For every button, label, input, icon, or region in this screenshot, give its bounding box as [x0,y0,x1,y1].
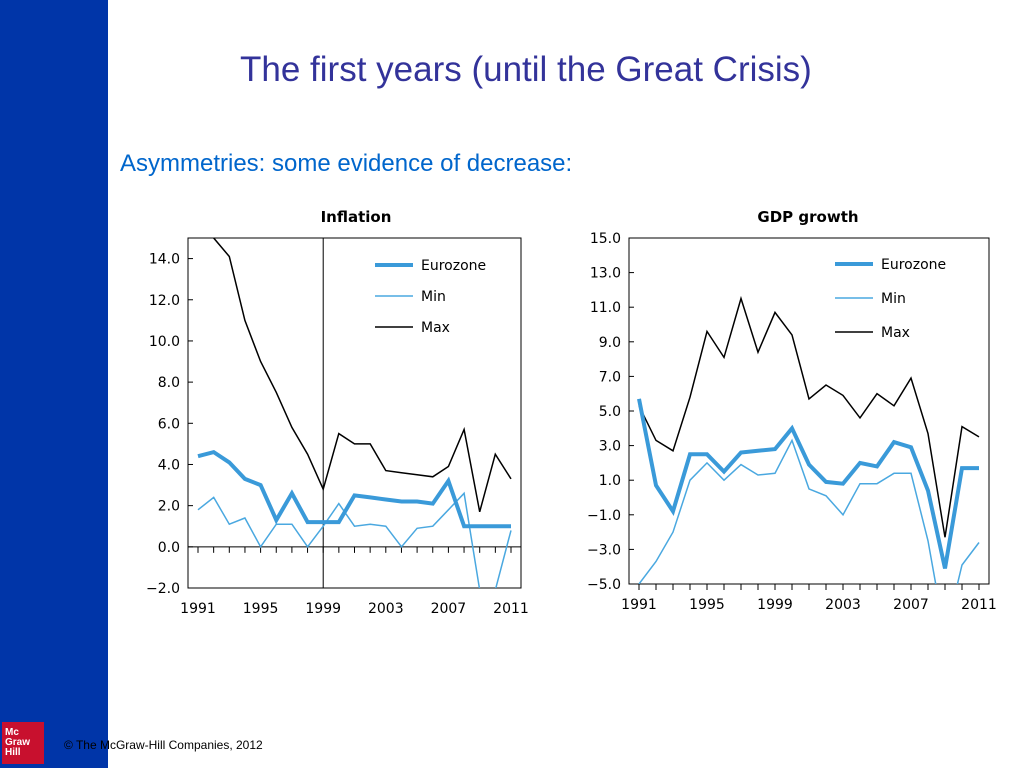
series-line-eurozone [637,398,979,569]
series-group [197,238,512,588]
series-line-min [638,438,980,584]
y-tick-label: 15.0 [590,231,621,247]
y-tick-label: 10.0 [149,334,180,350]
legend-label-max: Max [421,320,450,336]
legend-label-max: Max [881,325,910,341]
y-tick-label: −2.0 [146,581,180,597]
x-tick-label: 1995 [689,597,725,613]
y-tick-label: −3.0 [587,542,621,558]
y-tick-label: −1.0 [587,508,621,524]
legend-label-eurozone: Eurozone [421,258,486,274]
x-tick-label: 1991 [621,597,657,613]
y-tick-label: 8.0 [158,375,180,391]
x-tick-label: 1999 [757,597,793,613]
x-tick-label: 1995 [243,601,279,617]
series-line-min [197,491,512,588]
legend-label-min: Min [881,291,906,307]
x-tick-label: 2007 [431,601,467,617]
y-tick-label: 14.0 [149,252,180,268]
sidebar-band [0,0,108,768]
legend-label-eurozone: Eurozone [881,257,946,273]
y-tick-label: 0.0 [158,540,180,556]
x-tick-label: 2011 [961,597,997,613]
y-tick-label: 12.0 [149,293,180,309]
y-tick-label: 1.0 [599,473,621,489]
x-tick-label: 2011 [493,601,529,617]
x-tick-label: 1991 [180,601,216,617]
y-tick-label: 6.0 [158,416,180,432]
x-tick-label: 2003 [368,601,404,617]
y-tick-label: 7.0 [599,369,621,385]
y-tick-label: 4.0 [158,457,180,473]
inflation-chart: Inflation −2.0 0.0 2.0 4.0 6.0 8.0 10.0 12.0 14.0… [146,208,529,617]
y-tick-label: 13.0 [590,266,621,282]
plot-frame [187,237,522,589]
y-tick-label: 5.0 [599,404,621,420]
copyright-text: © The McGraw-Hill Companies, 2012 [64,738,263,752]
plot-frame [628,237,990,585]
legend-label-min: Min [421,289,446,305]
chart-title: Inflation [321,208,392,226]
series-line-max [212,238,512,512]
gdp-growth-chart: GDP growth −5.0 −3.0 −1.0 1.0 3.0 5.0 7.0 9.0 11.… [587,208,997,613]
series-group [637,295,980,584]
mcgraw-hill-logo: Mc Graw Hill [2,722,44,764]
x-tick-label: 1999 [305,601,341,617]
x-tick-label: 2007 [893,597,929,613]
y-tick-label: 2.0 [158,499,180,515]
y-tick-label: 3.0 [599,439,621,455]
y-tick-label: 9.0 [599,335,621,351]
chart-title: GDP growth [757,208,858,226]
y-tick-label: 11.0 [590,300,621,316]
slide-title: The first years (until the Great Crisis) [240,50,812,89]
x-tick-label: 2003 [825,597,861,613]
y-tick-label: −5.0 [587,577,621,593]
slide-subtitle: Asymmetries: some evidence of decrease: [120,150,573,177]
series-line-max [638,295,980,538]
series-line-eurozone [197,449,511,529]
